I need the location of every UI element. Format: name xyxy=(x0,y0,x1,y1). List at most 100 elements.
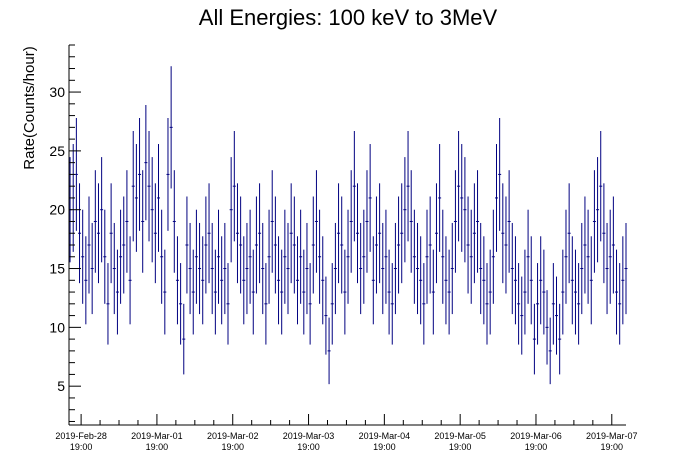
data-point xyxy=(536,263,540,345)
y-axis-ticks: 5 10 15 20 25 30 xyxy=(49,44,81,422)
data-point xyxy=(333,222,337,315)
data-point xyxy=(226,263,230,345)
data-point xyxy=(245,222,249,315)
data-point xyxy=(318,209,322,304)
data-point xyxy=(589,236,593,325)
data-point xyxy=(466,196,470,294)
data-point xyxy=(81,209,85,304)
y-tick-label: 10 xyxy=(49,319,65,335)
data-point xyxy=(96,183,100,284)
data-point xyxy=(337,183,341,284)
data-point xyxy=(359,222,363,315)
data-point xyxy=(321,236,325,325)
data-point xyxy=(507,170,511,273)
data-point xyxy=(457,130,461,242)
data-point xyxy=(349,170,353,273)
data-point xyxy=(450,222,454,315)
data-point xyxy=(330,263,334,345)
data-point xyxy=(84,236,88,325)
x-tick-time: 19:00 xyxy=(146,442,169,452)
data-point xyxy=(523,249,527,335)
data-point xyxy=(428,196,432,294)
data-point xyxy=(160,209,164,304)
data-point xyxy=(520,276,524,355)
data-point xyxy=(460,144,464,252)
data-point xyxy=(393,222,397,315)
x-tick-date: 2019-Mar-07 xyxy=(586,431,638,441)
data-point xyxy=(551,263,555,345)
data-point xyxy=(314,170,318,273)
data-point xyxy=(570,236,574,325)
data-point xyxy=(526,209,530,304)
x-tick-date: 2019-Mar-04 xyxy=(359,431,411,441)
x-tick-time: 19:00 xyxy=(449,442,472,452)
y-tick-label: 25 xyxy=(49,143,65,159)
data-point xyxy=(207,183,211,284)
data-point xyxy=(213,249,217,335)
data-point xyxy=(573,249,577,335)
data-point xyxy=(299,209,303,304)
data-point xyxy=(242,236,246,325)
data-point xyxy=(406,130,410,242)
data-point xyxy=(163,249,167,335)
data-point xyxy=(150,157,154,263)
data-point xyxy=(412,209,416,304)
data-point xyxy=(374,196,378,294)
data-point xyxy=(156,144,160,252)
chart-title: All Energies: 100 keV to 3MeV xyxy=(199,5,498,30)
x-tick-time: 19:00 xyxy=(525,442,548,452)
data-point xyxy=(235,183,239,284)
data-point xyxy=(292,196,296,294)
data-point xyxy=(289,183,293,284)
data-point xyxy=(542,249,546,335)
data-point xyxy=(545,290,549,365)
data-point xyxy=(611,196,615,294)
data-point xyxy=(352,130,356,242)
data-point xyxy=(305,222,309,315)
x-tick-date: 2019-Feb-28 xyxy=(55,431,107,441)
data-point xyxy=(239,196,243,294)
data-point xyxy=(438,144,442,252)
data-point xyxy=(488,249,492,335)
data-point xyxy=(106,263,110,345)
data-point xyxy=(131,130,135,242)
data-point xyxy=(602,183,606,284)
data-point xyxy=(138,117,142,231)
y-tick-label: 5 xyxy=(57,378,65,394)
data-point xyxy=(577,263,581,345)
data-point xyxy=(229,157,233,263)
data-point xyxy=(583,196,587,294)
data-point xyxy=(295,236,299,325)
data-point xyxy=(166,117,170,231)
x-tick-date: 2019-Mar-01 xyxy=(131,431,183,441)
data-point xyxy=(141,170,145,273)
x-tick-time: 19:00 xyxy=(297,442,320,452)
data-point xyxy=(605,222,609,315)
data-point xyxy=(371,236,375,325)
data-point xyxy=(510,222,514,315)
x-tick-time: 19:00 xyxy=(70,442,93,452)
x-tick-time: 19:00 xyxy=(373,442,396,452)
data-point xyxy=(128,236,132,325)
data-point xyxy=(419,236,423,325)
data-point xyxy=(447,249,451,335)
data-point xyxy=(90,222,94,315)
data-point xyxy=(191,249,195,335)
data-point xyxy=(539,236,543,325)
data-point xyxy=(580,222,584,315)
data-point xyxy=(346,209,350,304)
data-point xyxy=(251,249,255,335)
data-point xyxy=(469,209,473,304)
data-point xyxy=(185,196,189,294)
data-point xyxy=(340,196,344,294)
data-point xyxy=(134,144,138,252)
data-point xyxy=(356,183,360,284)
x-tick-date: 2019-Mar-03 xyxy=(283,431,335,441)
data-point xyxy=(532,303,536,375)
data-point xyxy=(529,236,533,325)
x-tick-date: 2019-Mar-02 xyxy=(207,431,259,441)
data-point xyxy=(416,222,420,315)
data-point xyxy=(286,222,290,315)
data-point xyxy=(504,196,508,294)
